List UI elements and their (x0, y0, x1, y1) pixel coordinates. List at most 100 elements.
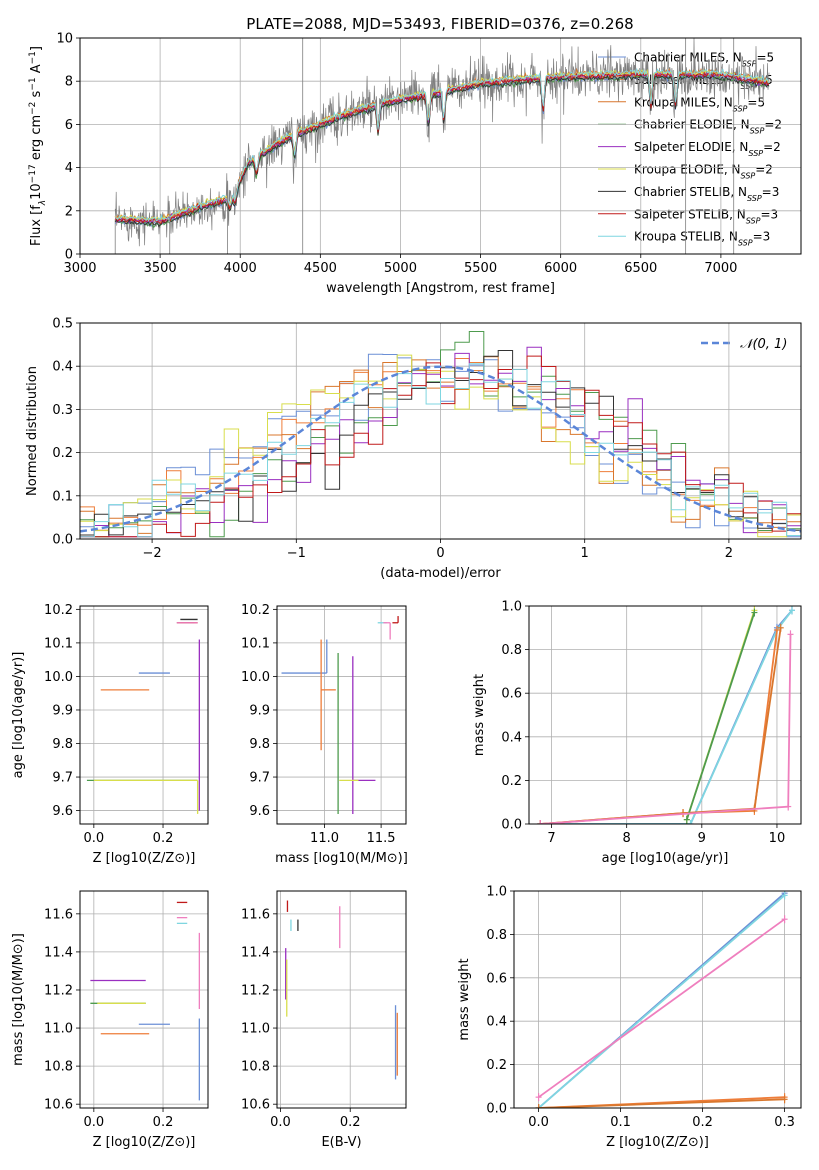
legend-n-value: 3 (772, 185, 780, 199)
mass-weight-line (538, 894, 786, 1108)
legend-n-value: 5 (765, 73, 773, 87)
mass-weight-line (540, 634, 792, 824)
mass-weight-point (787, 630, 794, 639)
age-vs-metallicity-marks (86, 618, 201, 814)
x-tick-label: 1 (581, 546, 589, 561)
y-tick-label: 0.0 (486, 1102, 507, 1117)
mass-vs-metallicity-panel: 0.0 0.2 10.6 10.8 11.0 11.2 11.4 11.6 Z [log10(Z… (11, 890, 209, 1150)
y-tick-label: 11.2 (44, 983, 73, 998)
mass-weight-point (751, 608, 758, 617)
figure-title: PLATE=2088, MJD=53493, FIBERID=0376, z=0… (246, 15, 633, 33)
legend-model-name: Chabrier STELIB (634, 185, 730, 199)
y-axis-label-part: ] (29, 46, 44, 51)
legend-n-value: 2 (765, 163, 773, 177)
x-tick-label: 0.0 (270, 1115, 291, 1130)
x-tick-label: 9 (698, 831, 706, 846)
mass-vs-extinction-frame (276, 890, 407, 1109)
legend-equals: = (753, 230, 763, 244)
y-tick-label: 10.2 (44, 603, 73, 618)
x-tick-label: 0.2 (340, 1115, 361, 1130)
y-tick-label: 0.3 (52, 403, 73, 418)
y-axis-label-part: erg cm (29, 115, 44, 164)
y-tick-label: 11.6 (241, 907, 270, 922)
mass-weight-point (781, 1095, 788, 1104)
y-tick-label: 9.6 (52, 804, 73, 819)
legend-label: Chabrier ELODIE, NSSP=2 (634, 118, 782, 136)
y-tick-label: 10.0 (44, 670, 73, 685)
y-tick-label: 9.9 (249, 703, 270, 718)
legend-equals: = (755, 163, 765, 177)
x-tick-label: 3000 (63, 261, 96, 276)
y-tick-label: 0.5 (52, 317, 73, 332)
legend-n-value: 3 (771, 207, 779, 221)
x-tick-label: −1 (287, 546, 306, 561)
legend-n-subscript: SSP (742, 59, 757, 68)
mass-weight-point (777, 623, 784, 632)
x-tick-label: 5500 (464, 261, 497, 276)
x-axis-label: Z [log10(Z/Z⊙)] (606, 1135, 709, 1150)
y-tick-label: 0.8 (486, 928, 507, 943)
residual-histogram-marks (80, 331, 801, 538)
mass-vs-extinction-marks (285, 900, 398, 1080)
y-tick-label: 10.2 (241, 603, 270, 618)
mass-weight-line (540, 627, 782, 824)
x-tick-label: 0.0 (528, 1115, 549, 1130)
y-tick-label: 10.8 (241, 1060, 270, 1075)
normal-distribution-curve (80, 365, 801, 533)
legend-model-name: Salpeter STELIB (634, 207, 729, 221)
y-tick-label: 9.7 (249, 771, 270, 786)
y-tick-label: 10.6 (44, 1098, 73, 1113)
age-vs-metallicity-panel: 0.0 0.2 9.6 9.7 9.8 9.9 10.0 10.1 10.2 Z [log10(Z… (11, 603, 209, 866)
mass-weight-vs-metallicity-panel: 0.0 0.1 0.2 0.3 0.0 0.2 0.4 0.6 0.8 1.0 Z [log10(Z… (457, 885, 802, 1150)
y-tick-label: 8 (65, 75, 73, 90)
legend-n-subscript: SSP (748, 149, 763, 158)
spectrum-frame (79, 37, 802, 255)
y-tick-label: 9.7 (52, 771, 73, 786)
y-tick-label: 0.8 (501, 643, 522, 658)
legend-model-name: Kroupa ELODIE (634, 163, 724, 177)
x-tick-label: 7000 (704, 261, 737, 276)
mass-weight-point (773, 625, 780, 634)
legend-equals: = (760, 207, 770, 221)
y-tick-label: 11.6 (44, 907, 73, 922)
y-axis-label: Normed distribution (25, 366, 40, 496)
legend-n-prefix: , N (732, 140, 749, 154)
mass-weight-point (535, 1104, 542, 1108)
legend-equals: = (747, 95, 757, 109)
x-tick-label: −2 (143, 546, 162, 561)
y-tick-label: 0.6 (501, 687, 522, 702)
x-tick-label: 0.1 (610, 1115, 631, 1130)
y-axis-label-part: s (29, 90, 44, 101)
x-tick-label: 0.2 (153, 831, 174, 846)
legend-n-subscript: SSP (746, 216, 761, 225)
x-tick-label: 11.5 (367, 831, 396, 846)
error-bar-point (352, 656, 376, 814)
x-axis-label: Z [log10(Z/Z⊙)] (93, 1135, 196, 1150)
y-tick-label: 2 (65, 204, 73, 219)
legend-n-value: 5 (767, 51, 775, 65)
x-tick-label: 0 (436, 546, 444, 561)
y-tick-label: 0.4 (52, 360, 73, 375)
y-tick-label: 0.2 (501, 774, 522, 789)
x-tick-label: 11.0 (310, 831, 339, 846)
y-axis-label-part: λ (38, 200, 48, 206)
x-tick-label: 4000 (224, 261, 257, 276)
error-bar-point (383, 622, 391, 640)
y-axis-label-part: −1 (28, 77, 38, 90)
y-tick-label: 0.0 (52, 533, 73, 548)
y-tick-label: 10.8 (44, 1060, 73, 1075)
mass-vs-metallicity-marks (90, 901, 201, 1101)
x-tick-label: 6500 (624, 261, 657, 276)
y-tick-label: 10.1 (241, 636, 270, 651)
x-axis-label: Z [log10(Z/Z⊙)] (93, 851, 196, 866)
y-tick-label: 10.0 (241, 670, 270, 685)
mass-weight-vs-age-frame (528, 605, 802, 825)
legend-n-prefix: , N (721, 230, 738, 244)
x-tick-label: 2 (725, 546, 733, 561)
y-axis-label-part: A (29, 64, 44, 77)
legend-n-subscript: SSP (750, 126, 765, 135)
x-tick-label: 5000 (384, 261, 417, 276)
error-bar-point (392, 616, 399, 624)
legend-model-name: Salpeter ELODIE (634, 140, 732, 154)
mass-weight-point (781, 891, 788, 900)
